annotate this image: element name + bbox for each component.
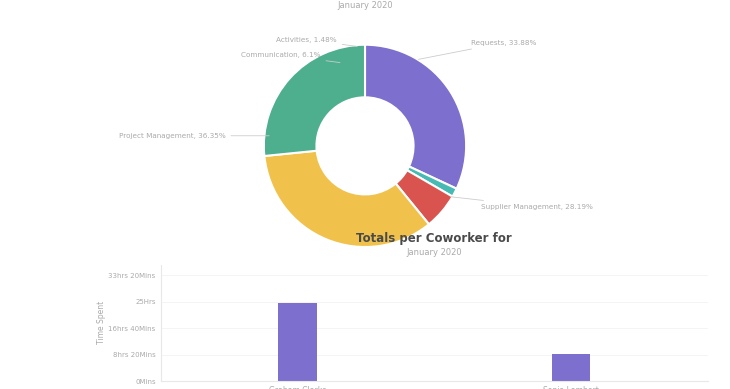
Bar xyxy=(552,354,591,381)
Wedge shape xyxy=(396,170,453,224)
Wedge shape xyxy=(365,45,466,189)
Y-axis label: Time Spent: Time Spent xyxy=(96,301,106,345)
Text: Totals per Coworker for: Totals per Coworker for xyxy=(356,232,512,245)
Text: Communication, 6.1%: Communication, 6.1% xyxy=(241,52,340,63)
Wedge shape xyxy=(264,151,429,247)
Wedge shape xyxy=(407,166,457,196)
Bar xyxy=(278,303,317,381)
Text: Requests, 33.88%: Requests, 33.88% xyxy=(418,40,537,60)
Text: Activities, 1.48%: Activities, 1.48% xyxy=(276,37,357,46)
Legend: Requests, Activities, Communication, Project Management, Supplier Management: Requests, Activities, Communication, Pro… xyxy=(180,309,550,324)
Text: Supplier Management, 28.19%: Supplier Management, 28.19% xyxy=(450,197,593,210)
Wedge shape xyxy=(264,45,365,156)
Text: January 2020: January 2020 xyxy=(337,1,393,10)
Text: Project Management, 36.35%: Project Management, 36.35% xyxy=(119,133,269,139)
Text: January 2020: January 2020 xyxy=(407,248,462,258)
